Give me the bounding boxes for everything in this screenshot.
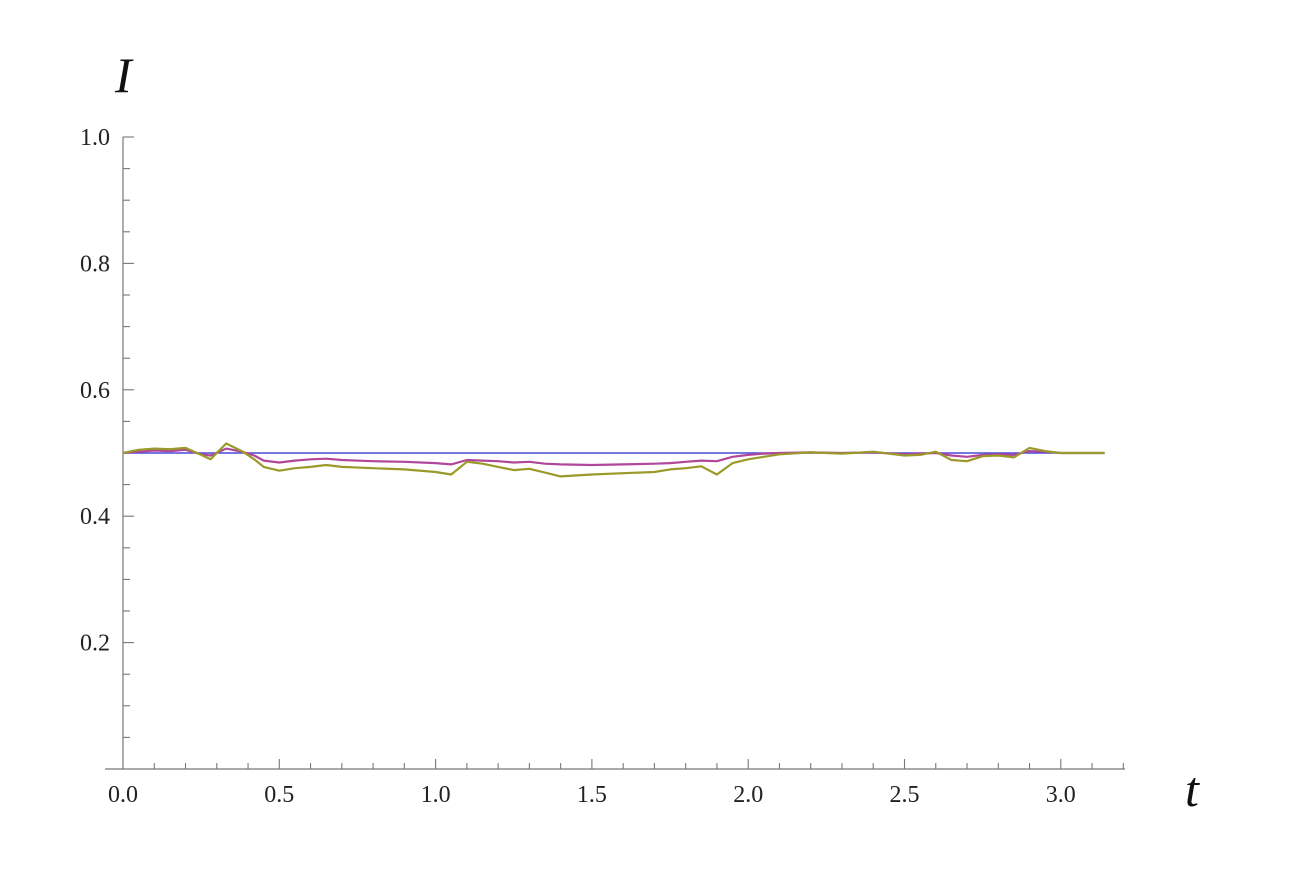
y-axis-title: I <box>114 47 134 103</box>
x-tick-label: 2.0 <box>733 782 763 808</box>
x-ticks: 0.0 0.5 1.0 1.5 2.0 2.5 3.0 <box>108 759 1124 808</box>
y-tick-label: 0.2 <box>80 631 110 657</box>
series-line-3 <box>122 442 1105 478</box>
y-ticks: 0.2 0.4 0.6 0.8 1.0 <box>80 125 134 738</box>
x-tick-label: 0.0 <box>108 782 138 808</box>
x-axis-title: t <box>1185 761 1200 817</box>
x-tick-label: 3.0 <box>1046 782 1076 808</box>
y-tick-label: 0.4 <box>80 504 110 530</box>
y-tick-label: 1.0 <box>80 125 110 151</box>
x-tick-label: 2.5 <box>890 782 920 808</box>
series-layer <box>122 442 1105 478</box>
x-tick-label: 0.5 <box>264 782 294 808</box>
axes: 0.0 0.5 1.0 1.5 2.0 2.5 3.0 0.2 0.4 0.6 0.8 1.0 <box>80 125 1125 808</box>
x-tick-label: 1.0 <box>421 782 451 808</box>
y-tick-label: 0.8 <box>80 251 110 277</box>
series-line-2 <box>122 447 1105 467</box>
x-tick-label: 1.5 <box>577 782 607 808</box>
y-tick-label: 0.6 <box>80 378 110 404</box>
